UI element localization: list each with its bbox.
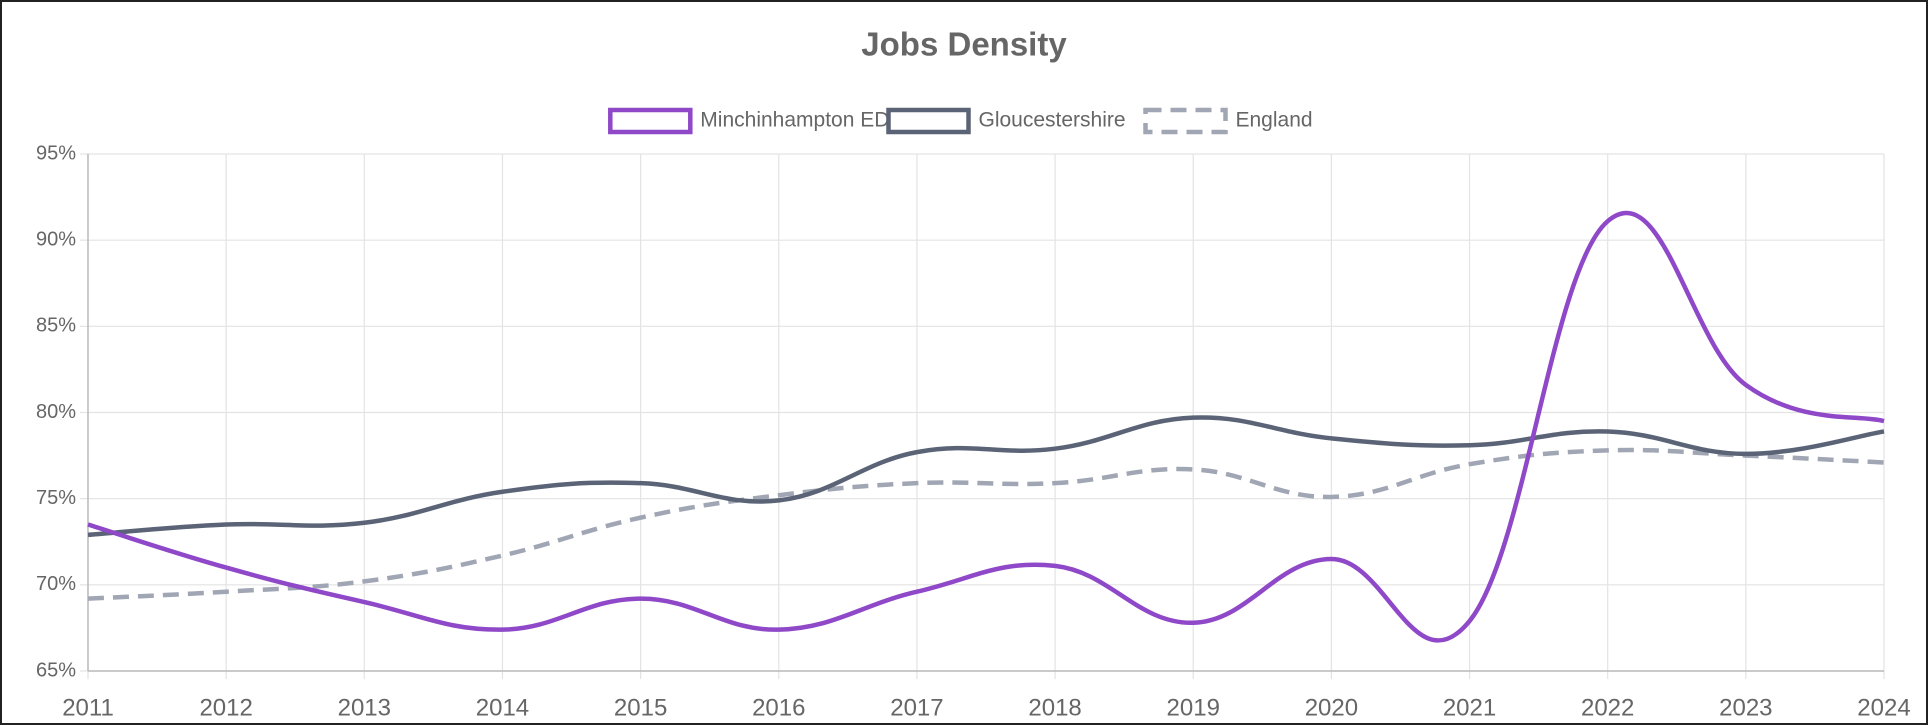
legend-label: Gloucestershire	[979, 109, 1126, 132]
x-tick-label: 2016	[752, 694, 805, 721]
x-tick-label: 2018	[1028, 694, 1081, 721]
y-tick-label: 70%	[36, 573, 76, 595]
chart-title: Jobs Density	[861, 26, 1067, 63]
y-tick-label: 65%	[36, 659, 76, 681]
series-line	[87, 210, 1885, 643]
legend-swatch	[886, 107, 971, 135]
y-tick-label: 75%	[36, 487, 76, 509]
y-tick-label: 95%	[36, 142, 76, 164]
x-tick-label: 2015	[614, 694, 667, 721]
x-tick-label: 2020	[1305, 694, 1358, 721]
x-tick-label: 2013	[338, 694, 391, 721]
x-tick-label: 2024	[1857, 694, 1910, 721]
legend-swatch	[608, 107, 693, 135]
series-line	[87, 415, 1885, 538]
y-tick-label: 90%	[36, 228, 76, 250]
x-tick-label: 2022	[1581, 694, 1634, 721]
legend-label: England	[1236, 109, 1313, 132]
x-tick-label: 2023	[1719, 694, 1772, 721]
legend-label: Minchinhampton ED	[700, 109, 889, 132]
y-tick-label: 85%	[36, 315, 76, 337]
x-tick-label: 2021	[1443, 694, 1496, 721]
x-tick-label: 2019	[1167, 694, 1220, 721]
x-tick-label: 2014	[476, 694, 529, 721]
x-tick-label: 2011	[62, 694, 114, 721]
x-tick-label: 2012	[199, 694, 252, 721]
legend-swatch	[1143, 107, 1228, 135]
y-tick-label: 80%	[36, 401, 76, 423]
x-tick-label: 2017	[890, 694, 943, 721]
